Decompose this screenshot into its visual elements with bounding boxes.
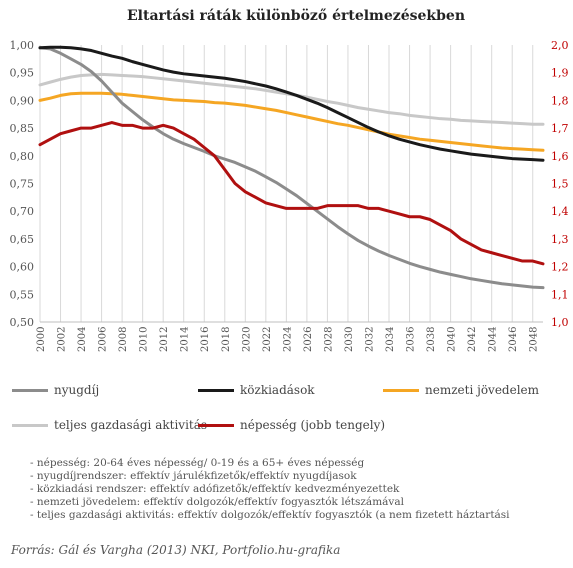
x-tick-label: 2002 (57, 327, 68, 352)
x-tick-label: 2048 (529, 327, 540, 352)
y-left-tick-label: 0,50 (10, 316, 35, 329)
legend-label-nemzeti-jovedelem: nemzeti jövedelem (425, 383, 540, 397)
y-right-tick-label: 1,1 (551, 288, 569, 301)
y-right-tick-label: 1,4 (551, 205, 569, 218)
legend-item-nepesseg: népesség (jobb tengely) (198, 418, 385, 432)
legend-swatch-nepesseg (198, 424, 234, 427)
series-line-nemzeti (38, 91, 545, 152)
x-tick-label: 2006 (98, 327, 109, 352)
chart-lines (38, 45, 545, 290)
eltartasi-chart: Eltartási ráták különböző értelmezésekbe… (10, 8, 569, 352)
x-tick-label: 2046 (508, 327, 519, 352)
y-right-tick-label: 1,7 (551, 122, 569, 135)
y-right-tick-label: 2,0 (551, 39, 569, 52)
note-line: - nyugdíjrendszer: effektív járulékfizet… (30, 470, 357, 482)
x-tick-label: 2034 (385, 327, 396, 352)
x-tick-label: 2016 (200, 327, 211, 352)
x-tick-label: 2038 (426, 327, 437, 352)
y-left-tick-label: 0,90 (10, 94, 35, 107)
x-tick-label: 2030 (344, 327, 355, 352)
x-tick-label: 2028 (323, 327, 334, 352)
legend-item-nyugdij: nyugdíj (12, 383, 99, 397)
y-left-tick-label: 0,55 (10, 288, 35, 301)
x-tick-label: 2010 (139, 327, 150, 352)
legend-label-kozkiadasok: közkiadások (240, 383, 315, 397)
x-tick-label: 2000 (36, 327, 47, 352)
legend-item-nemzeti-jovedelem: nemzeti jövedelem (383, 383, 539, 397)
x-tick-label: 2032 (364, 327, 375, 352)
legend-swatch-teljes-gazdasagi-aktivitas (12, 424, 48, 427)
y-right-tick-label: 1,9 (551, 67, 569, 80)
x-tick-label: 2020 (241, 327, 252, 352)
legend-item-kozkiadasok: közkiadások (198, 383, 315, 397)
chart-axes: 2000 2002 2004 2006 2008 2010 2012 2014 2016 2018… (10, 39, 569, 352)
y-left-tick-label: 0,70 (10, 205, 35, 218)
definition-notes: - népesség: 20-64 éves népesség/ 0-19 és… (30, 457, 510, 522)
series-line-kozkiadasok (38, 45, 545, 162)
note-line: - közkiadási rendszer: effektív adófizet… (30, 483, 400, 495)
legend-swatch-nemzeti-jovedelem (383, 389, 419, 392)
legend-label-teljes-gazdasagi-aktivitas: teljes gazdasági aktivitás (54, 418, 208, 432)
y-right-tick-label: 1,2 (551, 261, 569, 274)
x-tick-label: 2036 (406, 327, 417, 352)
legend-swatch-kozkiadasok (198, 389, 234, 392)
y-left-tick-label: 0,95 (10, 67, 35, 80)
x-tick-label: 2040 (447, 327, 458, 352)
note-line: - nemzeti jövedelem: effektív dolgozók/e… (30, 496, 404, 508)
x-tick-label: 2024 (282, 327, 293, 352)
y-left-tick-label: 0,65 (10, 233, 35, 246)
note-line: - népesség: 20-64 éves népesség/ 0-19 és… (30, 457, 365, 469)
source-text: Forrás: Gál és Vargha (2013) NKI, Portfo… (11, 543, 341, 557)
legend-label-nepesseg: népesség (jobb tengely) (240, 418, 386, 432)
series-line-teljes (38, 72, 545, 126)
x-tick-label: 2012 (159, 327, 170, 352)
y-right-tick-label: 1,5 (551, 178, 569, 191)
x-tick-label: 2044 (488, 327, 499, 352)
y-left-tick-label: 0,80 (10, 150, 35, 163)
y-left-tick-label: 1,00 (10, 39, 35, 52)
legend-swatch-nyugdij (12, 389, 48, 392)
x-tick-label: 2004 (77, 327, 88, 352)
x-tick-label: 2018 (221, 327, 232, 352)
note-line: - teljes gazdasági aktivitás: effektív d… (30, 509, 510, 521)
chart-title: Eltartási ráták különböző értelmezésekbe… (127, 8, 465, 24)
x-tick-label: 2042 (467, 327, 478, 352)
y-right-tick-label: 1,8 (551, 94, 569, 107)
x-tick-label: 2014 (180, 327, 191, 352)
y-right-tick-label: 1,6 (551, 150, 569, 163)
legend-label-nyugdij: nyugdíj (54, 383, 100, 397)
y-left-tick-label: 0,75 (10, 178, 35, 191)
series-line-nyugdij (38, 46, 545, 290)
chart-grid (39, 45, 534, 322)
x-tick-label: 2022 (262, 327, 273, 352)
y-right-tick-label: 1,3 (551, 233, 569, 246)
x-tick-label: 2008 (118, 327, 129, 352)
x-tick-label: 2026 (303, 327, 314, 352)
y-left-tick-label: 0,60 (10, 261, 35, 274)
legend-item-teljes-gazdasagi-aktivitas: teljes gazdasági aktivitás (12, 418, 207, 432)
y-left-tick-label: 0,85 (10, 122, 35, 135)
series-line-nepesseg (38, 121, 545, 266)
y-right-tick-label: 1,0 (551, 316, 569, 329)
